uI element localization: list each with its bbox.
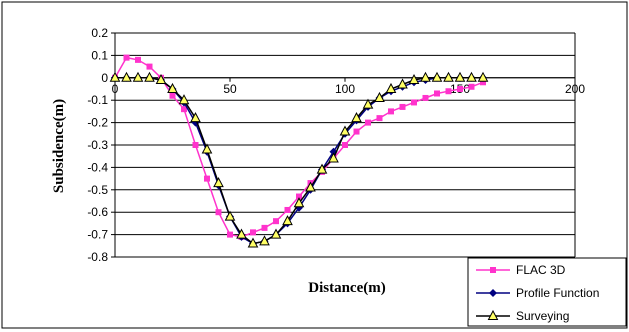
data-point [259,235,270,246]
tick-labels: 0.2 0.1 0 -0.1 -0.2 -0.3 -0.4 -0.5 -0.6 -0.7 -0.8 0… [87,26,585,264]
x-tick-label: 50 [223,82,237,96]
y-tick-label: 0.1 [91,48,108,62]
y-tick-label: -0.5 [87,183,108,197]
data-point [480,79,486,86]
data-point [431,71,443,82]
y-tick-label: -0.6 [87,205,108,219]
series-1 [112,54,486,240]
data-point [443,71,454,82]
data-point [434,90,440,97]
data-point [385,82,397,93]
data-point [270,228,282,239]
data-point [167,82,178,93]
data-point [374,91,385,102]
y-tick-label: -0.8 [87,250,108,264]
data-point [146,63,153,70]
data-point [236,228,247,239]
data-point [284,206,291,213]
data-point [250,229,256,236]
y-tick-label: -0.3 [87,138,108,152]
data-point [457,86,463,92]
legend-marker [489,289,497,297]
data-point [351,112,362,123]
data-point [273,218,279,225]
data-point [215,209,222,216]
data-point [155,73,167,85]
y-tick-label: 0.2 [91,26,108,40]
data-point [362,98,374,109]
data-point [192,142,199,148]
axes [111,32,576,258]
data-point [224,210,236,221]
data-point [422,94,429,101]
y-axis-title: Subsidence(m) [51,99,67,193]
data-point [477,71,489,82]
gridlines [115,32,575,258]
data-point [408,73,420,85]
data-point [342,142,348,148]
data-point [305,181,316,192]
data-point [468,83,475,90]
data-point [181,106,187,113]
data-point [109,71,121,82]
data-point [247,237,259,248]
data-point [282,215,293,226]
legend-marker [487,309,499,320]
data-point [388,108,394,115]
x-tick-label: 100 [335,82,355,96]
series-layer [109,54,489,248]
series-3 [109,71,489,248]
data-point [397,78,408,89]
data-point [261,224,268,231]
y-tick-label: -0.1 [87,93,108,107]
legend-label: Surveying [516,309,569,323]
data-point [178,94,190,105]
x-tick-label: 200 [565,82,585,96]
data-point [376,115,383,122]
y-tick-label: 0 [101,71,108,85]
data-point [132,71,144,82]
data-point [454,71,466,82]
data-point [190,112,201,123]
y-tick-label: -0.4 [87,160,108,174]
legend-label: FLAC 3D [516,263,566,277]
x-tick-label: 0 [112,82,119,96]
data-point [135,56,141,63]
legend-marker [490,267,496,273]
data-point [466,71,477,82]
data-point [227,231,233,238]
data-point [445,88,452,95]
data-point [121,71,132,82]
data-point [201,143,213,154]
data-point [293,197,305,208]
data-point [213,177,224,188]
data-point [204,175,210,182]
y-tick-label: -0.2 [87,116,108,130]
data-point [328,152,339,163]
data-point [144,71,155,82]
data-point [169,92,176,99]
data-point [353,128,360,135]
data-point [420,71,431,82]
data-point [365,119,371,126]
x-axis-title: Distance(m) [308,280,385,296]
y-tick-label: -0.7 [87,228,108,242]
data-point [339,125,351,136]
data-point [399,103,406,110]
legend-label: Profile Function [516,286,599,300]
legend: FLAC 3D Profile Function Surveying [467,257,627,327]
data-point [296,193,302,200]
data-point [411,99,417,106]
data-point [123,54,130,61]
data-point [316,163,328,174]
